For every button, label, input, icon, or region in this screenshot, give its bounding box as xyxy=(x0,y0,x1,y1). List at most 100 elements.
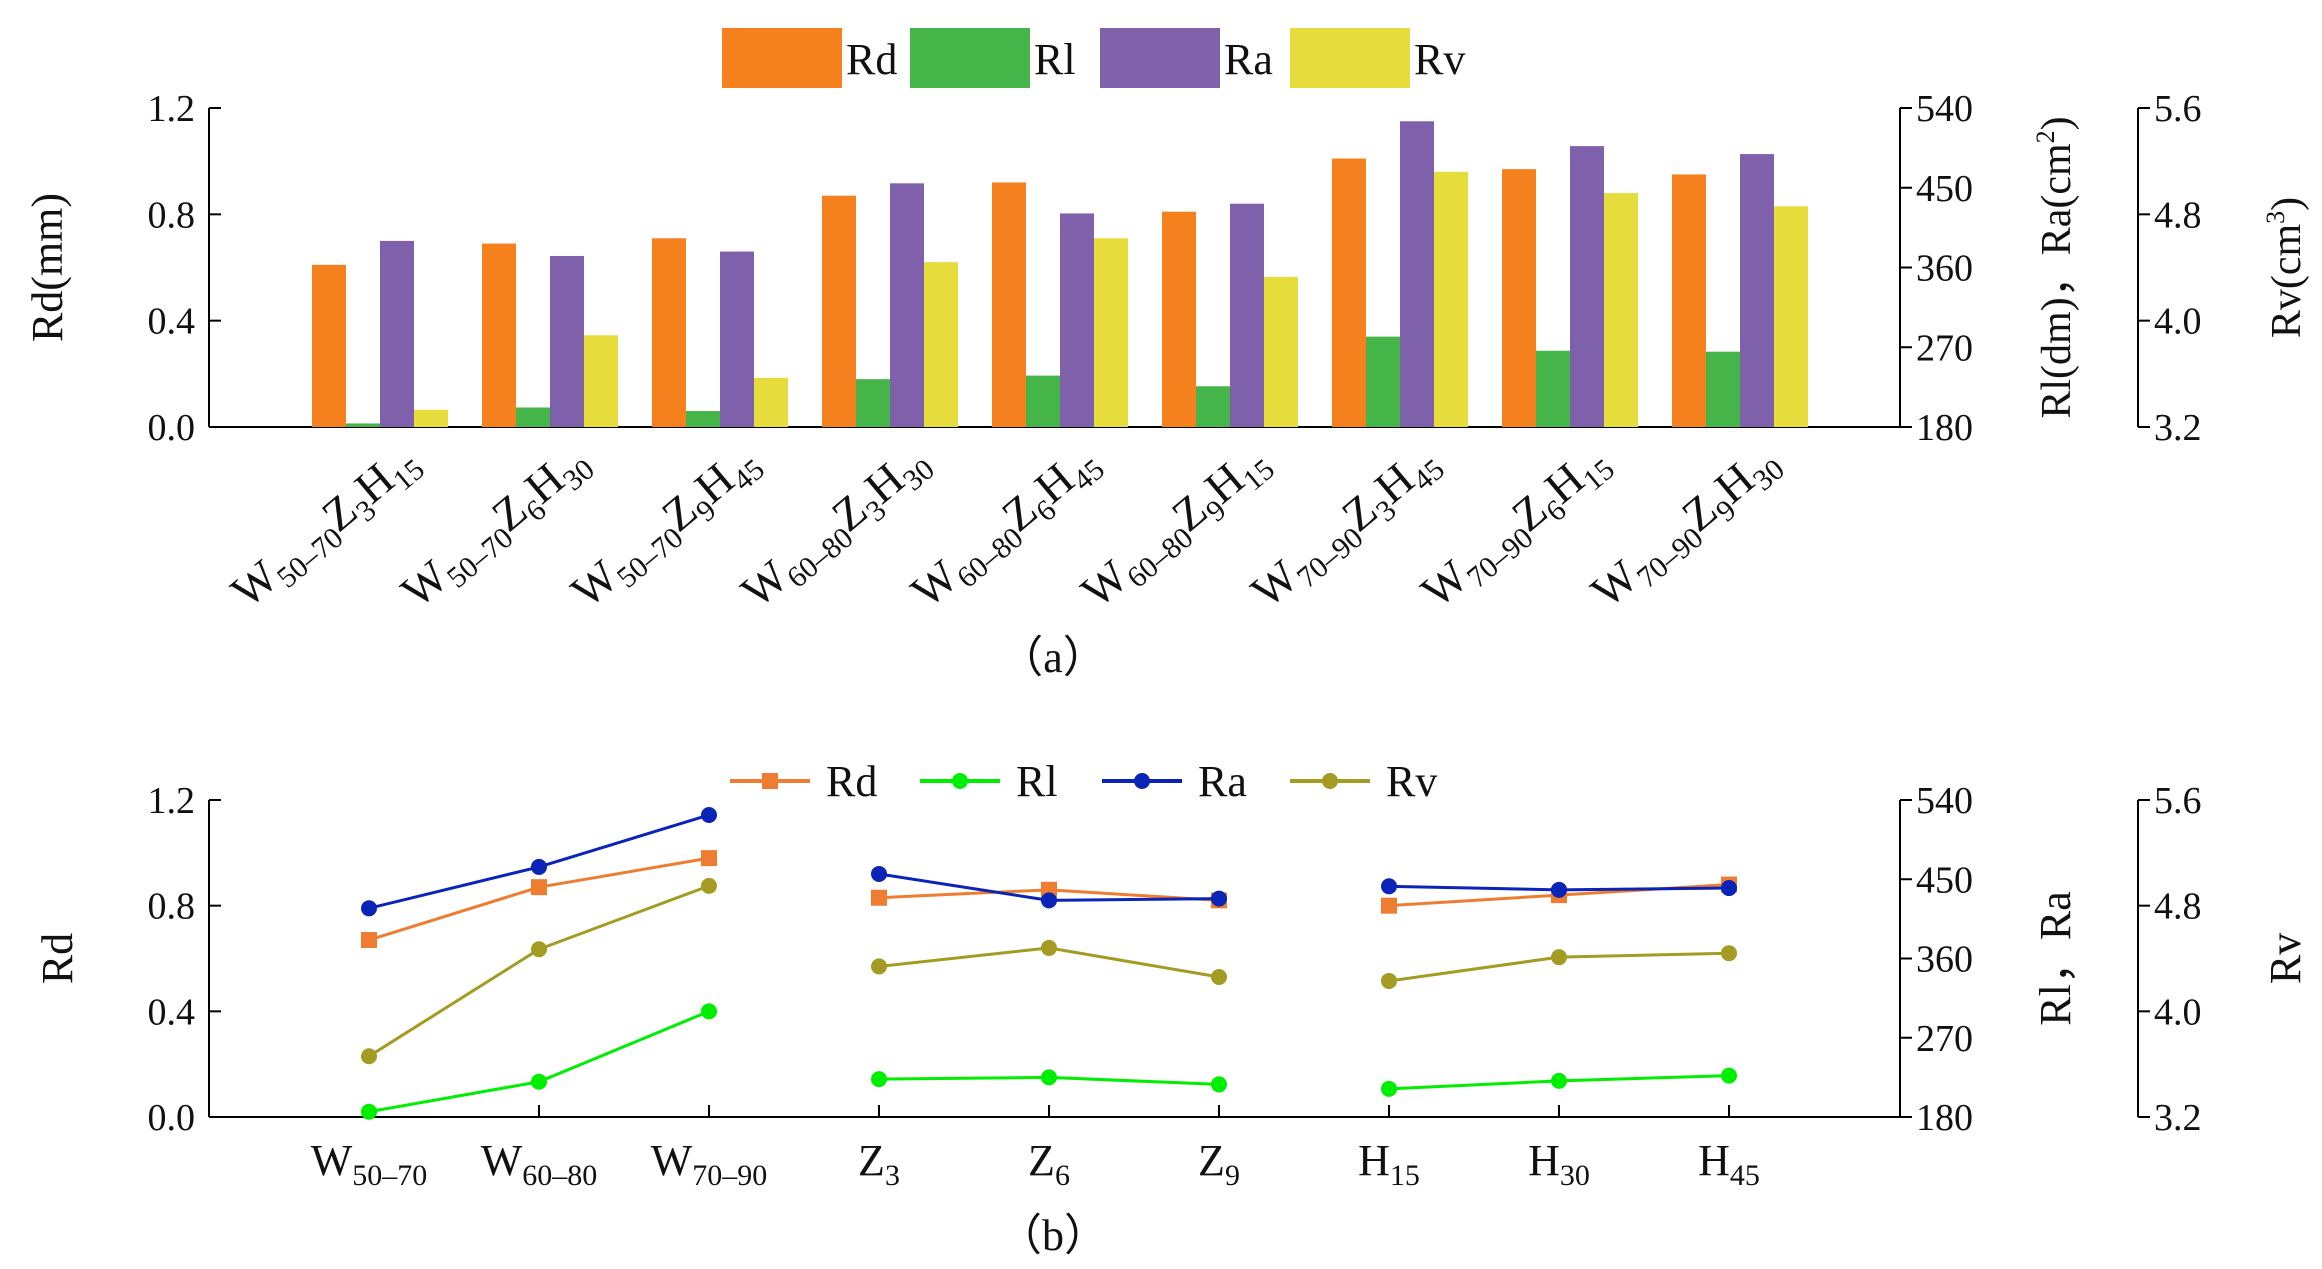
right-axis-1-tick-label: 360 xyxy=(1916,939,1973,981)
bar-rl xyxy=(1366,336,1400,427)
left-axis-label: Rd(mm) xyxy=(23,193,72,342)
right-axis-1-tick-label: 450 xyxy=(1916,168,1973,210)
right-axis-1-tick-label: 270 xyxy=(1916,1018,1973,1060)
category-label: W50–70Z9H45 xyxy=(561,453,770,617)
bar-rv xyxy=(414,409,448,427)
bar-rd xyxy=(1332,158,1366,427)
right-axis-1-label: Rl，Ra xyxy=(2031,891,2080,1025)
point-ra xyxy=(361,900,377,917)
left-axis-tick-label: 1.2 xyxy=(148,88,196,130)
bar-rl xyxy=(1536,350,1570,427)
category-label: W60–80Z3H30 xyxy=(731,434,940,623)
legend-b: Rd Rl Ra Rv xyxy=(730,757,1437,806)
bar-rv xyxy=(1264,276,1298,427)
legend-swatch-rd xyxy=(722,28,842,88)
point-rv xyxy=(531,941,547,958)
legend-label-rl: Rl xyxy=(1016,757,1058,806)
bar-rl xyxy=(516,407,550,427)
right-axis-1-tick-label: 450 xyxy=(1916,859,1973,901)
x-axis-tick-label: H15 xyxy=(1358,1136,1420,1192)
point-rl xyxy=(701,1003,717,1020)
legend-marker-ra xyxy=(1134,773,1150,789)
left-axis-tick-label: 0.0 xyxy=(148,407,196,449)
point-rd xyxy=(361,932,377,949)
legend-label-rd: Rd xyxy=(826,757,877,806)
x-axis-tick-label: H45 xyxy=(1698,1136,1760,1192)
x-axis-tick-label: Z9 xyxy=(1198,1136,1240,1192)
bar-rd xyxy=(482,243,516,427)
right-axis-2-tick-label: 4.8 xyxy=(2154,886,2202,928)
point-rl xyxy=(531,1073,547,1090)
bar-rv xyxy=(1774,206,1808,427)
right-axis-1-tick-label: 540 xyxy=(1916,88,1973,130)
bar-ra xyxy=(1570,146,1604,427)
legend-a: Rd Rl Ra Rv xyxy=(722,28,1465,88)
point-rl xyxy=(1381,1080,1397,1097)
right-axis-2-tick-label: 5.6 xyxy=(2154,88,2202,130)
svg-text:W60–80Z9H15: W60–80Z9H15 xyxy=(1071,434,1280,623)
category-label: W60–80Z9H15 xyxy=(1071,434,1280,623)
bar-ra xyxy=(1400,121,1434,428)
legend-swatch-ra xyxy=(1100,28,1220,88)
legend-label-rl: Rl xyxy=(1034,35,1076,84)
x-axis-tick-label: Z6 xyxy=(1028,1136,1070,1192)
left-axis-tick-label: 0.4 xyxy=(148,991,196,1033)
x-axis-tick-label: W50–70 xyxy=(311,1136,428,1192)
svg-text:Rd(mm): Rd(mm) xyxy=(23,193,72,342)
svg-text:Rd: Rd xyxy=(33,933,82,984)
point-ra xyxy=(701,806,717,823)
right-axis-1-tick-label: 360 xyxy=(1916,248,1973,290)
point-rl xyxy=(361,1103,377,1120)
svg-text:W70–90Z6H15: W70–90Z6H15 xyxy=(1411,434,1620,623)
bar-ra xyxy=(890,183,924,427)
legend-label-rd: Rd xyxy=(846,35,897,84)
bar-ra xyxy=(550,255,584,427)
legend-marker-rv xyxy=(1322,773,1338,789)
svg-text:W60–80Z3H30: W60–80Z3H30 xyxy=(731,434,940,623)
svg-text:Rv: Rv xyxy=(2261,933,2310,984)
category-label: W50–70Z6H30 xyxy=(391,453,600,617)
point-rv xyxy=(1211,968,1227,985)
right-axis-2-tick-label: 3.2 xyxy=(2154,407,2202,449)
bar-rl xyxy=(346,423,380,427)
point-rd xyxy=(871,889,887,906)
line-rl xyxy=(368,1009,710,1114)
point-ra xyxy=(1041,892,1057,909)
x-axis-tick-label: W70–90 xyxy=(651,1136,768,1192)
point-rv xyxy=(701,877,717,894)
line-rv xyxy=(368,884,710,1058)
point-rv xyxy=(1041,939,1057,956)
right-axis-1-tick-label: 270 xyxy=(1916,327,1973,369)
bar-rd xyxy=(822,195,856,427)
bar-rl xyxy=(1196,386,1230,427)
left-axis-tick-label: 1.2 xyxy=(148,780,196,822)
svg-text:Rl，Ra: Rl，Ra xyxy=(2031,891,2080,1025)
right-axis-1-label: Rl(dm)，Ra(cm2) xyxy=(2031,116,2080,418)
bar-rv xyxy=(584,335,618,427)
x-axis-tick-label: H30 xyxy=(1528,1136,1590,1192)
point-ra xyxy=(871,865,887,882)
svg-text:W70–90Z9H30: W70–90Z9H30 xyxy=(1581,434,1790,623)
category-label: W60–80Z6H45 xyxy=(901,453,1110,617)
right-axis-2-tick-label: 4.0 xyxy=(2154,301,2202,343)
left-axis-tick-label: 0.8 xyxy=(148,886,196,928)
bar-rv xyxy=(1094,238,1128,427)
bar-rl xyxy=(686,411,720,427)
bar-ra xyxy=(1740,154,1774,428)
right-axis-2-label: Rv xyxy=(2261,933,2310,984)
point-ra xyxy=(531,858,547,875)
point-rv xyxy=(871,958,887,975)
bar-ra xyxy=(1060,213,1094,427)
svg-text:W50–70Z3H15: W50–70Z3H15 xyxy=(221,434,430,623)
point-rv xyxy=(1551,949,1567,966)
bar-rd xyxy=(312,264,346,427)
bar-ra xyxy=(720,251,754,427)
bar-rv xyxy=(1434,171,1468,427)
category-label: W70–90Z6H15 xyxy=(1411,434,1620,623)
svg-text:W70–90Z3H45: W70–90Z3H45 xyxy=(1241,434,1450,623)
right-axis-2-tick-label: 5.6 xyxy=(2154,780,2202,822)
right-axis-1-tick-label: 540 xyxy=(1916,780,1973,822)
legend-marker-rd xyxy=(762,773,778,789)
point-ra xyxy=(1721,880,1737,897)
